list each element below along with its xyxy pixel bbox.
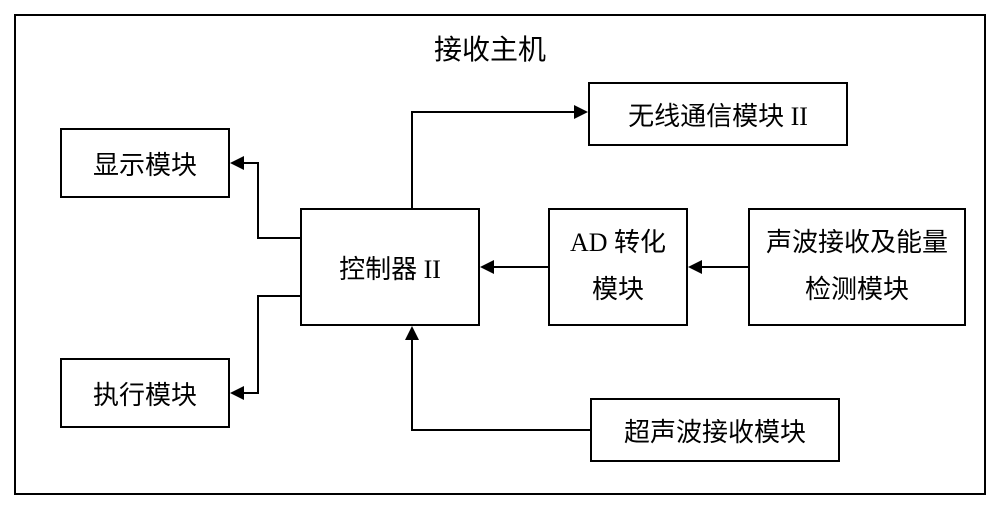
node-execute: 执行模块: [60, 358, 230, 428]
node-wireless: 无线通信模块 II: [588, 82, 848, 146]
node-display: 显示模块: [60, 128, 230, 198]
node-ultrasonic: 超声波接收模块: [590, 398, 840, 462]
node-ad: AD 转化 模块: [548, 208, 688, 326]
node-soundwave: 声波接收及能量 检测模块: [748, 208, 966, 326]
diagram-title: 接收主机: [360, 28, 620, 68]
node-controller: 控制器 II: [300, 208, 480, 326]
